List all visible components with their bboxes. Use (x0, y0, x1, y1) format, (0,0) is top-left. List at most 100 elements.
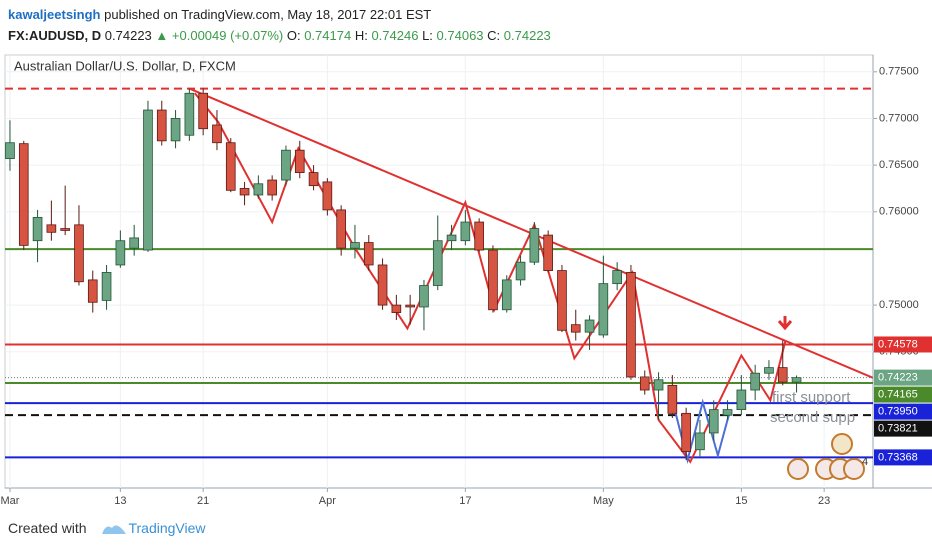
candle-body (515, 261, 526, 281)
y-tick-label: 0.77000 (879, 112, 919, 124)
candle-body (529, 228, 540, 263)
candle-body (18, 143, 29, 246)
candle-body (281, 149, 291, 181)
x-tick-label: 13 (114, 495, 126, 507)
candle-body (5, 142, 15, 159)
candle-body (460, 221, 471, 242)
flag-count: 4 (862, 456, 868, 468)
price-label: 0.73821 (878, 423, 918, 435)
flag-us (843, 458, 865, 480)
candle-body (74, 224, 84, 283)
candle-body (294, 149, 305, 173)
annotation: second supp (770, 409, 855, 426)
chart: 0.745000.750000.760000.765000.770000.775… (0, 54, 932, 507)
published: published on TradingView.com, May 18, 20… (104, 7, 432, 22)
candle-body (639, 376, 650, 391)
h-label: H: (354, 28, 368, 43)
x-tick-label: 23 (818, 495, 830, 507)
candle-body (722, 409, 733, 416)
candle-body (350, 242, 360, 249)
flag-au (831, 433, 853, 455)
x-tick-label: Apr (319, 495, 336, 507)
candle-body (363, 242, 374, 266)
candle-body (446, 234, 457, 242)
candle-body (432, 240, 443, 286)
o-label: O: (286, 28, 301, 43)
candle-body (336, 209, 346, 249)
candle-body (239, 188, 250, 196)
candle-body (212, 124, 222, 144)
candle-body (681, 412, 691, 453)
candle-body (584, 319, 595, 333)
l: 0.74063 (436, 28, 484, 43)
price-label-box (874, 386, 932, 403)
candle-body (46, 224, 57, 233)
candle-body (667, 384, 678, 414)
price-label: 0.74165 (878, 389, 918, 401)
candle-body (225, 142, 236, 191)
candle-body (695, 432, 705, 451)
y-tick-label: 0.77500 (879, 66, 919, 78)
price: 0.74223 (104, 28, 152, 43)
candle-body (777, 367, 788, 383)
candle-body (419, 285, 429, 308)
publish-line: kawaljeetsingh published on TradingView.… (8, 4, 551, 25)
price-label-box (874, 403, 932, 420)
x-tick-label: 21 (197, 495, 209, 507)
y-tick-label: 0.76000 (879, 206, 919, 218)
candle-body (612, 270, 622, 285)
candle-body (653, 379, 664, 391)
candle-body (791, 377, 802, 383)
annotation: first support (772, 389, 851, 406)
candle-body (501, 279, 512, 311)
candle-body (557, 270, 567, 331)
trend-line (194, 92, 787, 464)
candle-body (184, 92, 195, 136)
price-label-box (874, 336, 932, 353)
price-label: 0.73950 (878, 406, 918, 418)
arrow (777, 316, 793, 331)
candle-body (87, 279, 98, 303)
candle-body (322, 181, 333, 211)
l-label: L: (422, 28, 433, 43)
price-label-box (874, 369, 932, 386)
o: 0.74174 (304, 28, 352, 43)
candle-body (129, 237, 139, 249)
candle-body (143, 109, 153, 251)
candle-body (170, 118, 181, 142)
candle-body (626, 272, 636, 378)
plot (5, 87, 873, 465)
candle-body (598, 283, 609, 336)
candle-body (198, 92, 208, 130)
symbol: FX:AUDUSD, D (8, 28, 102, 43)
x-tick-label: 15 (735, 495, 747, 507)
candle-body (156, 109, 167, 142)
candle-body (391, 304, 402, 313)
flag-us (787, 458, 809, 480)
axes: 0.745000.750000.760000.765000.770000.775… (0, 66, 932, 507)
event-flags: 4 (787, 433, 868, 480)
candle-body (570, 324, 581, 333)
brand[interactable]: TradingView (128, 520, 206, 536)
c: 0.74223 (503, 28, 551, 43)
candle-body (764, 367, 774, 374)
price-label: 0.74578 (878, 338, 918, 350)
candle-body (253, 183, 264, 196)
created-with: Created with (8, 520, 87, 536)
candle-body (750, 372, 760, 391)
x-tick-label: Mar (0, 495, 19, 507)
y-tick-label: 0.76500 (879, 159, 919, 171)
candle-body (736, 389, 747, 411)
candle-body (543, 234, 553, 271)
candle-body (308, 172, 319, 187)
author[interactable]: kawaljeetsingh (8, 7, 101, 22)
footer: Created with TradingView (8, 520, 206, 536)
candle-body (115, 240, 126, 266)
price-label-box (874, 449, 932, 466)
header: kawaljeetsingh published on TradingView.… (8, 4, 551, 46)
h: 0.74246 (371, 28, 419, 43)
candle-body (474, 221, 484, 251)
tv-logo (102, 525, 126, 534)
candle-body (708, 409, 719, 434)
